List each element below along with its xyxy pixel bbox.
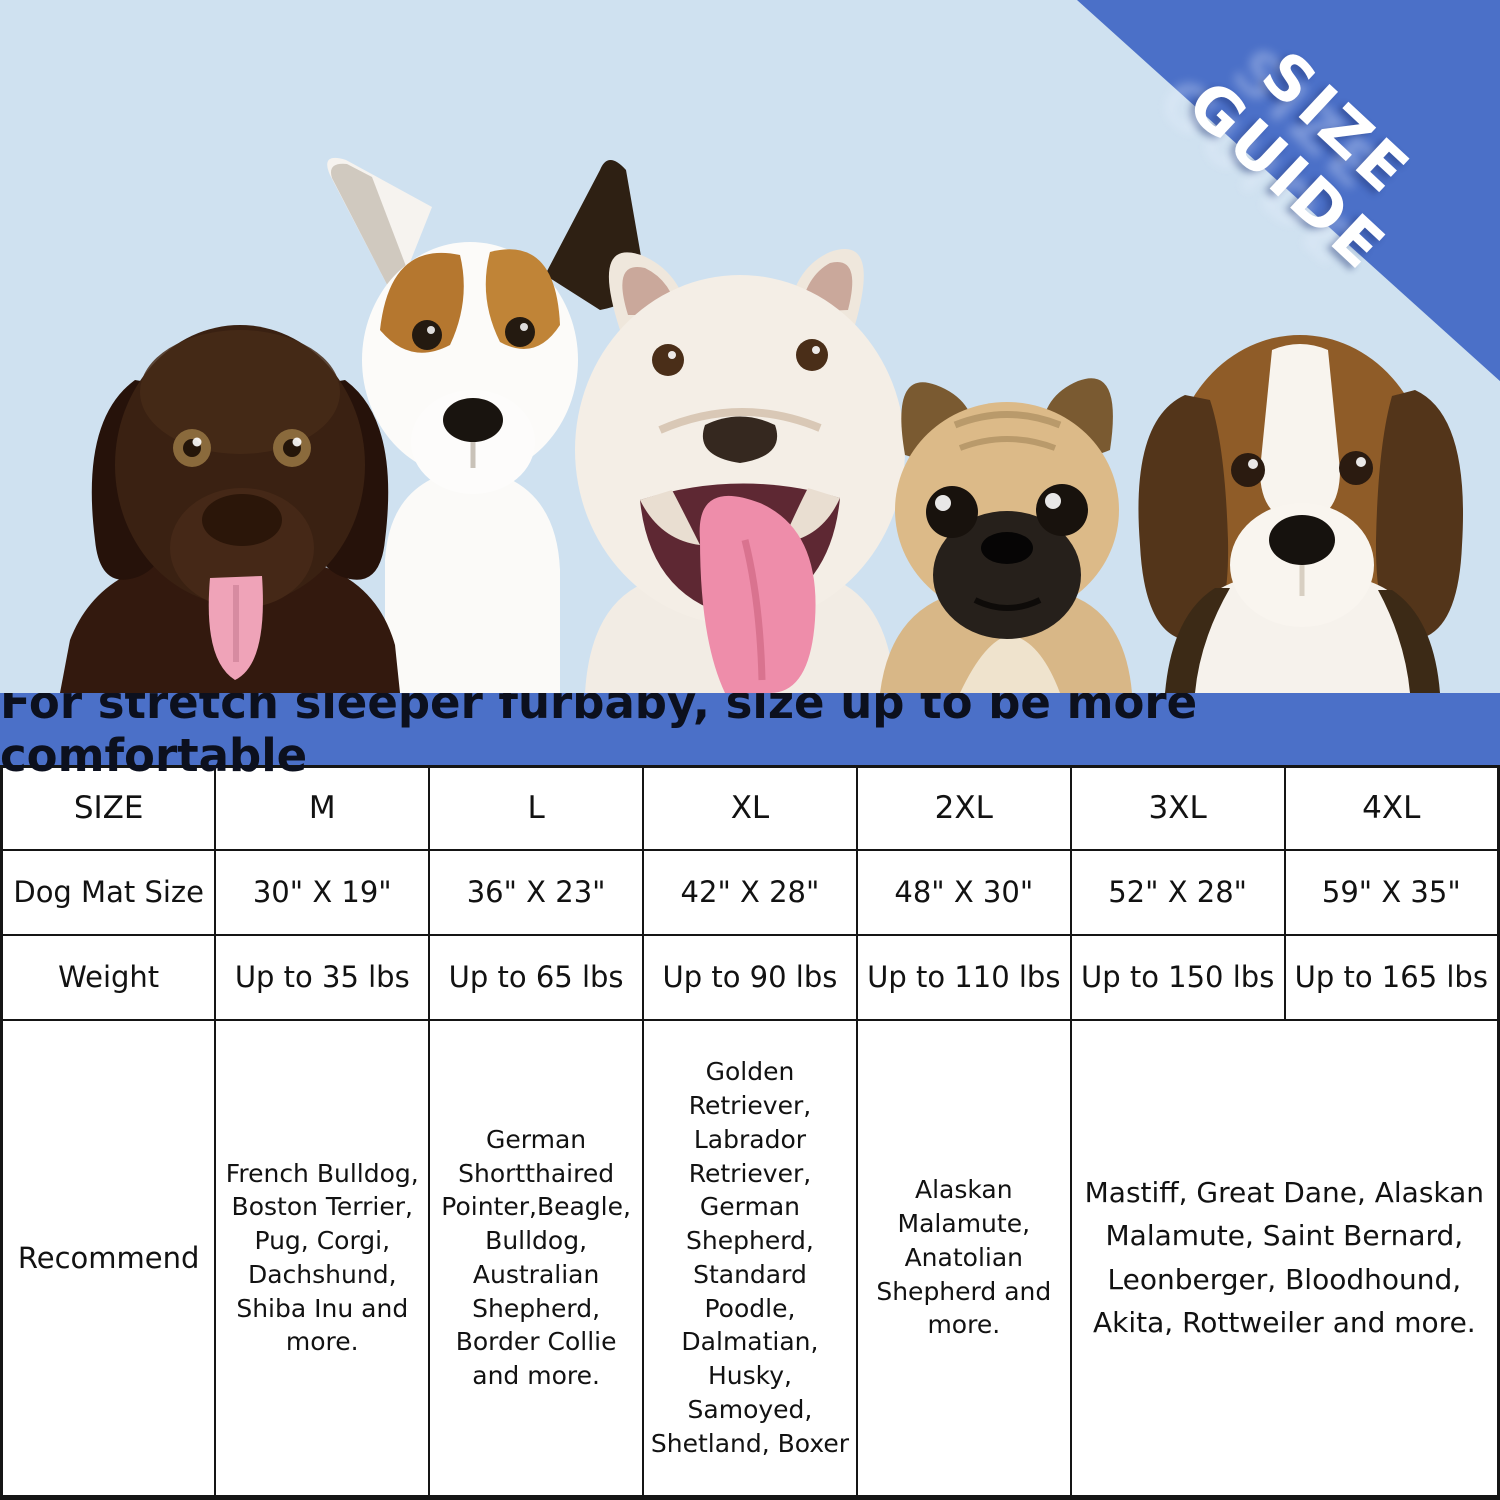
recommend-m: French Bulldog, Boston Terrier, Pug, Cor… [214,1018,431,1499]
dog-english-bulldog [575,249,905,693]
recommend-row: Recommend French Bulldog, Boston Terrier… [0,1018,1500,1499]
mat-size-row: Dog Mat Size 30" X 19" 36" X 23" 42" X 2… [0,848,1500,936]
weight-4xl: Up to 165 lbs [1283,933,1500,1021]
weight-3xl: Up to 150 lbs [1069,933,1286,1021]
weight-l: Up to 65 lbs [428,933,645,1021]
weight-xl: Up to 90 lbs [642,933,858,1021]
dog-chocolate-labrador [60,325,400,693]
dog-beagle [1138,335,1464,693]
col-header-xl: XL [642,765,858,851]
hero-section: SIZE GUIDE [0,0,1500,693]
mat-size-l: 36" X 23" [428,848,645,936]
recommend-3xl-4xl: Mastiff, Great Dane, Alaskan Malamute, S… [1069,1018,1500,1499]
recommend-2xl: Alaskan Malamute, Anatolian Shepherd and… [855,1018,1072,1499]
mat-size-4xl: 59" X 35" [1283,848,1500,936]
dog-pug [880,378,1132,693]
recommend-label: Recommend [0,1018,217,1499]
recommend-l: German Shortthaired Pointer,Beagle, Bull… [428,1018,645,1499]
dog-jack-russell-terrier [327,157,643,693]
weight-2xl: Up to 110 lbs [855,933,1072,1021]
mat-size-label: Dog Mat Size [0,848,217,936]
col-header-2xl: 2XL [855,765,1072,851]
size-table: SIZE M L XL 2XL 3XL 4XL Dog Mat Size 30"… [0,765,1500,1500]
weight-label: Weight [0,933,217,1021]
col-header-size: SIZE [0,765,217,851]
mat-size-xl: 42" X 28" [642,848,858,936]
col-header-m: M [214,765,431,851]
weight-row: Weight Up to 35 lbs Up to 65 lbs Up to 9… [0,933,1500,1021]
mat-size-m: 30" X 19" [214,848,431,936]
table-header-row: SIZE M L XL 2XL 3XL 4XL [0,765,1500,851]
recommend-xl: Golden Retriever, Labrador Retriever, Ge… [642,1018,858,1499]
col-header-4xl: 4XL [1283,765,1500,851]
mat-size-3xl: 52" X 28" [1069,848,1286,936]
mat-size-2xl: 48" X 30" [855,848,1072,936]
col-header-3xl: 3XL [1069,765,1286,851]
weight-m: Up to 35 lbs [214,933,431,1021]
slogan-banner: For stretch sleeper furbaby, size up to … [0,676,1500,782]
col-header-l: L [428,765,645,851]
puppies-photo [60,157,1464,693]
